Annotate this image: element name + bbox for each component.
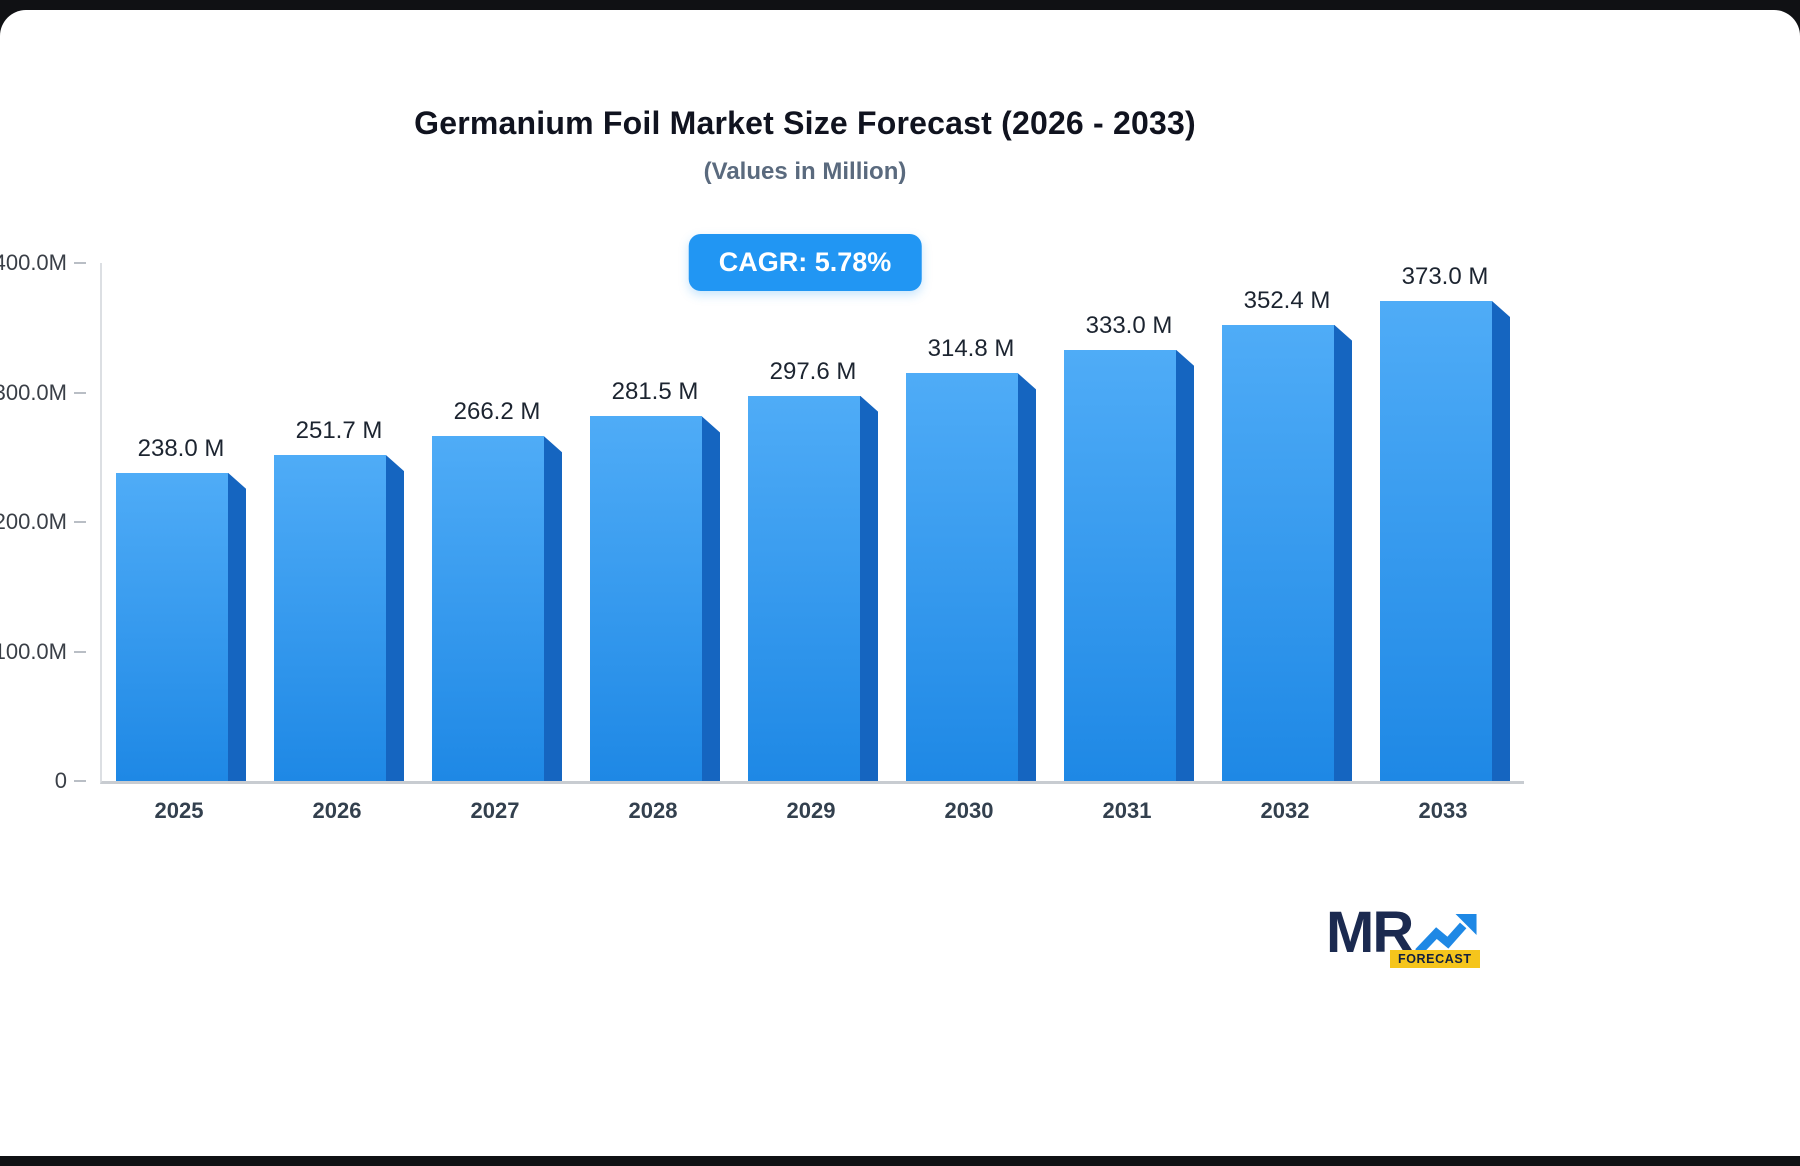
bar-side-face (1018, 373, 1036, 781)
bar-front-face (590, 416, 702, 781)
bar-value-label: 333.0 M (1085, 311, 1173, 339)
chart-subtitle: (Values in Million) (703, 158, 907, 185)
bar-group: 333.0 M (1050, 263, 1208, 781)
bar-value-label: 373.0 M (1401, 263, 1489, 290)
bar-value-label: 266.2 M (453, 398, 541, 426)
bar-side-face (544, 436, 562, 781)
bar-front-face (116, 472, 228, 781)
bar-side-face (860, 395, 878, 781)
x-axis-tick-label: 2030 (944, 798, 994, 823)
y-axis-tick-mark (74, 780, 86, 782)
bar-front-face (1380, 301, 1492, 781)
bar-side-face (1334, 324, 1352, 781)
bar (748, 395, 878, 781)
plot-area: 238.0 M 251.7 M 266.2 M 281.5 M 297.6 M 314.8… (100, 263, 1524, 784)
bar-value-label: 352.4 M (1243, 286, 1331, 314)
bar-side-face (1176, 349, 1194, 781)
bar-front-face (906, 373, 1018, 781)
y-axis-tick-mark (74, 521, 86, 523)
bar (432, 436, 562, 781)
bar-side-face (228, 472, 246, 781)
y-axis-tick-label: 0 (55, 768, 86, 794)
bar (274, 455, 404, 781)
bar-front-face (1222, 324, 1334, 781)
logo-trend-arrow-icon (1415, 914, 1477, 956)
y-axis-tick-label: 400.0M (0, 250, 86, 276)
bar-front-face (432, 436, 544, 781)
bar (906, 373, 1036, 781)
x-axis-tick-label: 2027 (470, 798, 520, 823)
bar-value-label: 238.0 M (137, 434, 225, 462)
bar (590, 416, 720, 781)
bar-side-face (702, 416, 720, 781)
bar (1380, 301, 1510, 781)
bar-value-label: 281.5 M (611, 378, 699, 406)
x-axis-tick-label: 2032 (1260, 798, 1310, 823)
bar (1222, 324, 1352, 781)
logo-text-forecast: FORECAST (1390, 950, 1480, 968)
bar-value-label: 297.6 M (769, 357, 857, 385)
x-axis-tick-label: 2029 (786, 798, 836, 823)
bar-group: 251.7 M (260, 263, 418, 781)
bar-side-face (1492, 301, 1510, 781)
x-axis-tick-label: 2033 (1418, 798, 1468, 823)
x-axis-tick-label: 2031 (1102, 798, 1152, 823)
bar-front-face (748, 395, 860, 781)
bar (116, 472, 246, 781)
bar-group: 238.0 M (102, 263, 260, 781)
bar-group: 266.2 M (418, 263, 576, 781)
y-axis-tick-label: 100.0M (0, 639, 86, 665)
chart-title: Germanium Foil Market Size Forecast (202… (414, 105, 1196, 141)
x-axis-tick-label: 2028 (628, 798, 678, 823)
x-axis-tick-label: 2026 (312, 798, 362, 823)
bar-value-label: 251.7 M (295, 417, 383, 445)
y-axis-tick-mark (74, 650, 86, 653)
cagr-badge: CAGR: 5.78% (688, 234, 922, 291)
bar-value-label: 314.8 M (927, 335, 1015, 363)
bar-group: 281.5 M (576, 263, 734, 781)
bar-side-face (386, 455, 404, 781)
brand-logo: MR FORECAST (1326, 903, 1496, 978)
bar-group: 352.4 M (1208, 263, 1366, 781)
y-axis-tick-mark (74, 262, 86, 264)
bar (1064, 349, 1194, 781)
y-axis-tick-label: 300.0M (0, 380, 86, 406)
x-axis-tick-label: 2025 (154, 798, 204, 823)
bar-group: 314.8 M (892, 263, 1050, 781)
bar-group: 373.0 M (1366, 263, 1524, 781)
bar-group: 297.6 M (734, 263, 892, 781)
y-axis-labels: 400.0M 300.0M 200.0M 100.0M 0 (0, 250, 86, 793)
bar-front-face (1064, 349, 1176, 781)
y-axis-tick-label: 200.0M (0, 509, 86, 535)
bars-row: 238.0 M 251.7 M 266.2 M 281.5 M 297.6 M 314.8… (102, 263, 1524, 781)
x-axis-labels: 2025 2026 2027 2028 2029 2030 2031 2032 2033 (100, 798, 1522, 824)
chart-card: Germanium Foil Market Size Forecast (202… (0, 10, 1800, 1156)
y-axis-tick-mark (74, 391, 86, 394)
bar-front-face (274, 455, 386, 781)
